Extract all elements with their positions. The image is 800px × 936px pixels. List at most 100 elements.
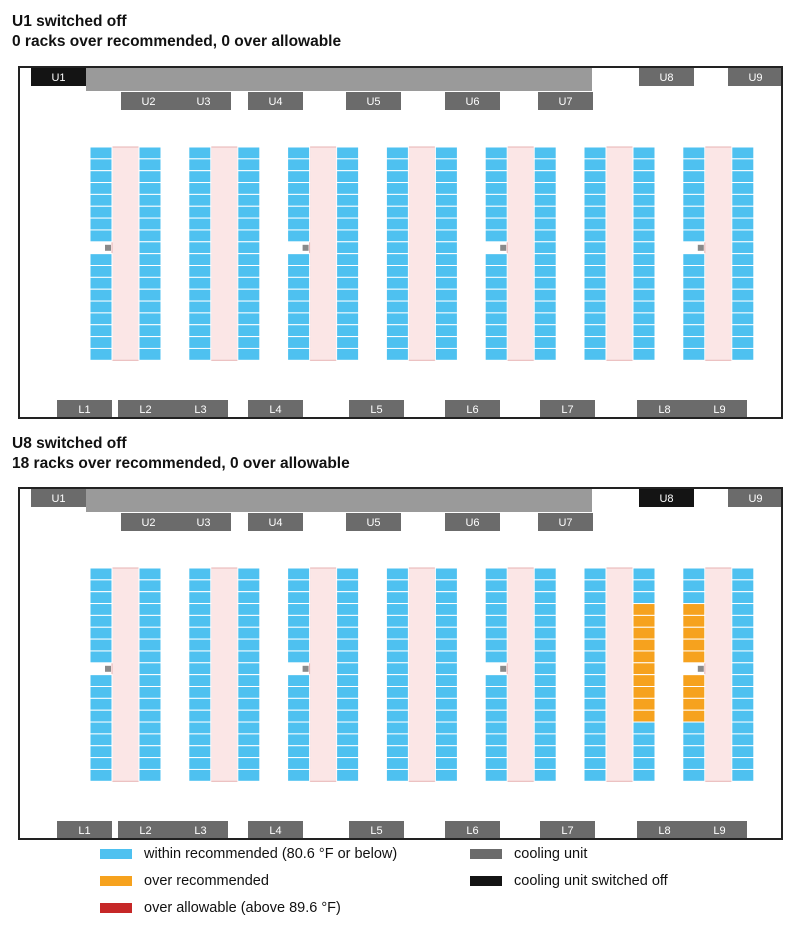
rack (632, 638, 656, 652)
air-duct (86, 68, 592, 91)
rack (434, 324, 458, 338)
rack (138, 709, 162, 723)
rack (682, 650, 706, 664)
rack (434, 253, 458, 266)
rack (336, 745, 360, 759)
rack (583, 638, 607, 652)
rack (583, 697, 607, 711)
rack (336, 674, 360, 687)
rack (632, 757, 656, 770)
rack (484, 579, 508, 593)
rack (188, 193, 212, 207)
cooling-unit (31, 489, 86, 507)
rack (237, 757, 261, 770)
rack (89, 674, 113, 687)
rack (89, 336, 113, 349)
rack (583, 709, 607, 723)
rack (731, 205, 755, 219)
cooling-unit (639, 489, 694, 507)
rack (533, 614, 557, 628)
rack (434, 603, 458, 616)
rack (287, 288, 311, 302)
rack (434, 229, 458, 243)
rack (434, 193, 458, 207)
cooling-unit (176, 92, 231, 110)
legend-item-within: within recommended (80.6 °F or below) (100, 843, 397, 865)
rack (188, 745, 212, 759)
rack (237, 347, 261, 361)
rack (632, 158, 656, 172)
scenario-summary: 0 racks over recommended, 0 over allowab… (12, 33, 342, 50)
rack (287, 638, 311, 652)
legend: within recommended (80.6 °F or below) ov… (100, 843, 740, 933)
rack (237, 193, 261, 207)
cooling-unit-label: L3 (194, 825, 206, 837)
rack (287, 217, 311, 231)
rack (731, 265, 755, 278)
scenario-summary: 18 racks over recommended, 0 over allowa… (12, 455, 350, 472)
rack (731, 709, 755, 723)
rack (484, 336, 508, 349)
cooling-unit (173, 821, 228, 838)
rack (632, 300, 656, 314)
rack (385, 650, 409, 664)
rack (731, 312, 755, 326)
cooling-unit (445, 513, 500, 531)
rack (731, 253, 755, 266)
rack (632, 170, 656, 184)
rack (533, 686, 557, 699)
rack (484, 745, 508, 759)
rack (682, 170, 706, 184)
rack (632, 288, 656, 302)
rack (434, 265, 458, 278)
rack (533, 217, 557, 231)
rack (632, 324, 656, 338)
rack (336, 603, 360, 616)
rack (682, 347, 706, 361)
rack (731, 768, 755, 782)
rack (188, 579, 212, 593)
rack (188, 300, 212, 314)
rack (583, 241, 607, 255)
rack (533, 626, 557, 640)
rack (336, 650, 360, 664)
rack (287, 614, 311, 628)
rack (583, 614, 607, 628)
rack (138, 567, 162, 581)
rack (583, 591, 607, 605)
rack (336, 146, 360, 160)
rack (287, 324, 311, 338)
rack (138, 721, 162, 735)
legend-swatch (470, 849, 502, 859)
rack (237, 158, 261, 172)
scenario-heading-1: U1 switched off 0 racks over recommended… (12, 12, 341, 52)
rack (682, 686, 706, 699)
rack (434, 650, 458, 664)
rack (138, 146, 162, 160)
rack (237, 324, 261, 338)
rack (731, 229, 755, 243)
rack (188, 336, 212, 349)
rack (138, 217, 162, 231)
cooling-unit-label: L2 (139, 825, 151, 837)
rack (385, 674, 409, 687)
cooling-unit-label: U1 (51, 72, 65, 84)
rack (533, 276, 557, 290)
rack (237, 312, 261, 326)
rack (237, 638, 261, 652)
hot-aisle (111, 146, 140, 361)
floor-plan-svg: U1 U2 U3 U4 U5 U6 U7 U8 U9 L1 L2 L3 L4 L5 L6 L7 L8 L9 (31, 489, 781, 838)
rack (336, 697, 360, 711)
hot-aisle (309, 567, 338, 782)
rack (385, 745, 409, 759)
legend-label: over allowable (above 89.6 °F) (144, 900, 341, 916)
rack (682, 757, 706, 770)
rack (583, 733, 607, 747)
rack (237, 662, 261, 676)
rack (484, 170, 508, 184)
rack (385, 324, 409, 338)
cooling-unit-label: L1 (78, 825, 90, 837)
rack (385, 614, 409, 628)
rack (385, 591, 409, 605)
rack (188, 650, 212, 664)
